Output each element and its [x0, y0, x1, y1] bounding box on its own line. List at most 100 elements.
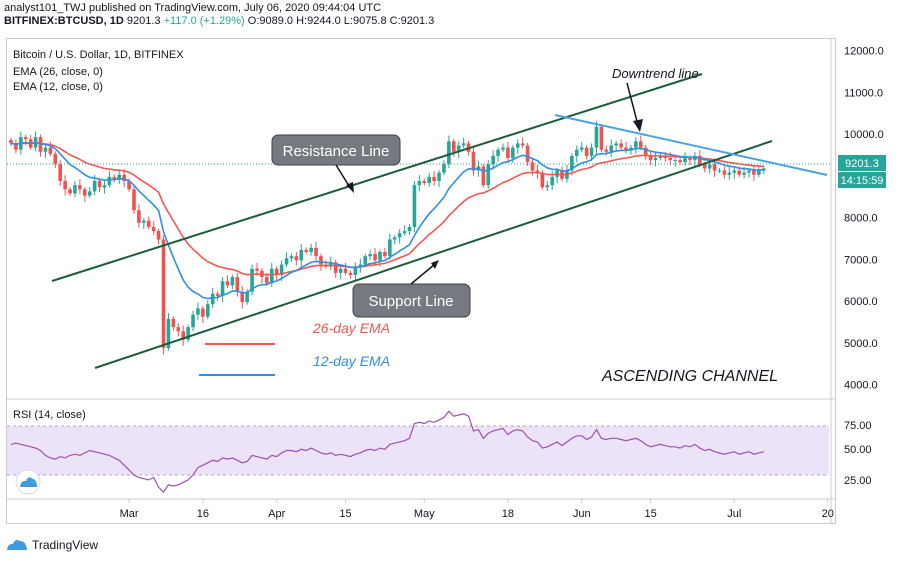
candle-body	[343, 268, 348, 273]
candle-body	[599, 126, 604, 150]
candle-body	[737, 170, 741, 175]
candle-body	[496, 149, 500, 156]
candle-body	[452, 141, 456, 152]
last-price-badge	[838, 155, 886, 171]
candle-body	[570, 155, 574, 171]
y-tick-label: 11000.0	[844, 87, 883, 99]
chart-title: Bitcoin / U.S. Dollar, 1D, BITFINEX	[13, 49, 184, 61]
candle-body	[358, 264, 363, 267]
candle-body	[619, 143, 623, 148]
candle-body	[14, 143, 18, 150]
candle-body	[383, 252, 387, 257]
candle-body	[151, 226, 156, 232]
candle-body	[53, 153, 58, 165]
resistance-line	[51, 73, 703, 282]
publish-header: analyst101_TWJ published on TradingView.…	[4, 2, 434, 28]
candle-body	[186, 327, 190, 340]
channel-label: ASCENDING CHANNEL	[601, 368, 778, 385]
price-chart[interactable]: Mar 16 Apr 15 May 18 Jun 15 Jul 20 Downtrend line…	[7, 39, 835, 523]
candle-body	[338, 268, 343, 273]
candle-body	[92, 181, 97, 192]
y-tick-label: 12000.0	[844, 46, 884, 58]
y-tick-label: 8000.0	[844, 213, 878, 225]
candle-body	[442, 164, 446, 173]
candle-body	[530, 162, 535, 171]
candle-body	[250, 268, 254, 292]
candle-body	[486, 164, 491, 186]
downtrend-line	[554, 114, 828, 176]
candle-body	[392, 237, 397, 240]
support-arrowhead	[431, 260, 439, 269]
candle-body	[402, 231, 407, 234]
candle-body	[378, 252, 382, 261]
candle-body	[648, 155, 653, 161]
candle-body	[663, 155, 668, 159]
candle-body	[432, 176, 436, 181]
candle-body	[142, 220, 146, 223]
x-tick-label: Mar	[120, 508, 139, 520]
candle-body	[225, 281, 230, 286]
candle-body	[269, 268, 274, 284]
candle-body	[299, 249, 304, 261]
candle-body	[417, 181, 422, 186]
ema26-line	[10, 142, 764, 276]
candle-body	[589, 147, 594, 156]
candle-body	[643, 147, 648, 156]
last-price: 9201.3	[126, 15, 161, 27]
rsi-tick-label: 75.00	[844, 420, 872, 432]
candle-body	[722, 170, 727, 175]
countdown-badge	[838, 172, 886, 188]
candle-body	[629, 147, 633, 150]
rsi-band	[7, 426, 829, 475]
candle-body	[265, 277, 269, 284]
candle-body	[653, 158, 658, 161]
candle-body	[102, 185, 107, 188]
candle-body	[525, 145, 530, 163]
x-tick-label: 15	[339, 508, 351, 520]
candle-body	[702, 164, 707, 169]
x-tick-label: Apr	[268, 508, 285, 520]
x-tick-label: 16	[197, 508, 209, 520]
candle-body	[712, 164, 717, 171]
ohlc-values: O:9089.0 H:9244.0 L:9075.8 C:9201.3	[247, 15, 435, 27]
candle-body	[634, 141, 638, 148]
candle-body	[240, 291, 245, 303]
candle-body	[614, 143, 618, 146]
chart-frame[interactable]: Mar 16 Apr 15 May 18 Jun 15 Jul 20 Downtrend line…	[6, 38, 836, 524]
y-tick-label: 4000.0	[844, 380, 878, 392]
candle-body	[196, 308, 200, 315]
candle-body	[294, 256, 299, 261]
candle-body	[210, 293, 215, 305]
y-tick-label: 10000.0	[844, 129, 884, 141]
candle-body	[146, 220, 151, 227]
candle-body	[43, 147, 48, 152]
candle-body	[63, 181, 67, 190]
candle-body	[58, 164, 62, 181]
symbol-line: BITFINEX:BTCUSD, 1D 9201.3 +117.0 (+1.29…	[4, 15, 434, 28]
tradingview-logo-icon[interactable]	[6, 538, 28, 552]
candle-body	[220, 281, 225, 296]
candle-body	[506, 147, 510, 159]
candle-body	[471, 151, 476, 171]
candle-body	[191, 314, 195, 328]
candle-body	[122, 174, 126, 181]
candle-body	[520, 143, 525, 146]
candle-body	[501, 147, 505, 150]
footer-brand: TradingView	[32, 538, 99, 552]
candle-body	[23, 137, 28, 140]
candle-body	[201, 308, 205, 317]
support-line	[94, 140, 773, 369]
candle-body	[73, 185, 77, 194]
candle-body	[373, 254, 377, 261]
candle-body	[609, 145, 614, 152]
candle-body	[368, 254, 372, 257]
candle-body	[137, 210, 141, 223]
candle-body	[515, 143, 520, 148]
candle-body	[683, 158, 687, 163]
candle-body	[717, 170, 722, 172]
resistance-arrowhead	[346, 182, 354, 193]
candle-body	[747, 170, 751, 173]
rsi-tick-label: 25.00	[844, 475, 872, 487]
candle-body	[437, 172, 441, 181]
candle-body	[678, 160, 682, 163]
